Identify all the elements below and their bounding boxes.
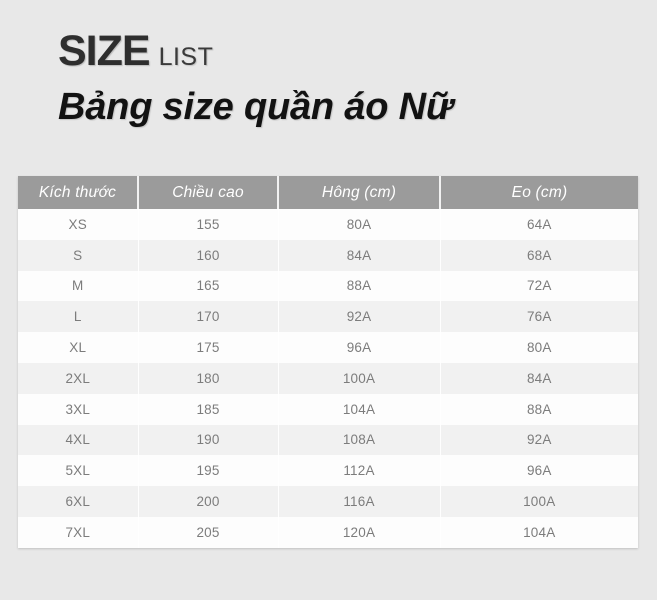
table-row: M 165 88A 72A bbox=[18, 270, 638, 302]
cell-waist: 92A bbox=[440, 424, 638, 456]
cell-height: 180 bbox=[138, 362, 279, 394]
column-header-size: Kích thước bbox=[18, 176, 139, 209]
cell-height: 190 bbox=[138, 424, 279, 456]
cell-size: 6XL bbox=[18, 486, 139, 517]
cell-hip: 88A bbox=[278, 270, 441, 302]
cell-height: 160 bbox=[138, 239, 279, 271]
cell-waist: 104A bbox=[440, 516, 638, 548]
size-table-container: Kích thước Chiều cao Hông (cm) Eo (cm) X… bbox=[18, 176, 638, 548]
eyebrow-heading: SIZE LIST bbox=[58, 30, 453, 73]
table-header: Kích thước Chiều cao Hông (cm) Eo (cm) bbox=[18, 176, 638, 209]
cell-height: 200 bbox=[138, 486, 279, 517]
column-header-waist: Eo (cm) bbox=[440, 176, 638, 209]
cell-height: 185 bbox=[138, 393, 279, 425]
table-header-row: Kích thước Chiều cao Hông (cm) Eo (cm) bbox=[18, 176, 638, 209]
cell-waist: 68A bbox=[440, 239, 638, 271]
table-row: 2XL 180 100A 84A bbox=[18, 362, 638, 394]
table-row: XS 155 80A 64A bbox=[18, 209, 638, 240]
cell-hip: 80A bbox=[278, 209, 441, 240]
cell-size: S bbox=[18, 239, 139, 271]
cell-waist: 72A bbox=[440, 270, 638, 302]
cell-size: XL bbox=[18, 332, 139, 363]
cell-height: 165 bbox=[138, 270, 279, 302]
cell-waist: 84A bbox=[440, 362, 638, 394]
cell-size: 3XL bbox=[18, 393, 139, 425]
cell-waist: 64A bbox=[440, 209, 638, 240]
cell-hip: 120A bbox=[278, 516, 441, 548]
cell-hip: 92A bbox=[278, 301, 441, 333]
table-row: S 160 84A 68A bbox=[18, 239, 638, 271]
table-row: 5XL 195 112A 96A bbox=[18, 455, 638, 487]
heading-block: SIZE LIST Bảng size quần áo Nữ bbox=[58, 30, 453, 129]
size-chart-table: Kích thước Chiều cao Hông (cm) Eo (cm) X… bbox=[18, 176, 638, 548]
cell-waist: 76A bbox=[440, 301, 638, 333]
table-row: 7XL 205 120A 104A bbox=[18, 516, 638, 548]
cell-size: 4XL bbox=[18, 424, 139, 456]
column-header-height: Chiều cao bbox=[138, 176, 279, 209]
cell-height: 155 bbox=[138, 209, 279, 240]
eyebrow-size-word: SIZE bbox=[58, 27, 151, 75]
eyebrow-list-word: LIST bbox=[158, 43, 214, 71]
table-row: 4XL 190 108A 92A bbox=[18, 424, 638, 456]
cell-size: L bbox=[18, 301, 139, 333]
cell-size: XS bbox=[18, 209, 139, 240]
cell-height: 195 bbox=[138, 455, 279, 487]
cell-size: 5XL bbox=[18, 455, 139, 487]
cell-hip: 104A bbox=[278, 393, 441, 425]
table-row: L 170 92A 76A bbox=[18, 301, 638, 333]
cell-waist: 80A bbox=[440, 332, 638, 363]
cell-size: M bbox=[18, 270, 139, 302]
table-row: 6XL 200 116A 100A bbox=[18, 486, 638, 517]
cell-size: 7XL bbox=[18, 516, 139, 548]
cell-waist: 96A bbox=[440, 455, 638, 487]
cell-hip: 116A bbox=[278, 486, 441, 517]
cell-height: 170 bbox=[138, 301, 279, 333]
cell-hip: 96A bbox=[278, 332, 441, 363]
table-row: XL 175 96A 80A bbox=[18, 332, 638, 363]
column-header-hip: Hông (cm) bbox=[278, 176, 441, 209]
cell-hip: 100A bbox=[278, 362, 441, 394]
cell-hip: 84A bbox=[278, 239, 441, 271]
cell-size: 2XL bbox=[18, 362, 139, 394]
cell-height: 175 bbox=[138, 332, 279, 363]
cell-hip: 108A bbox=[278, 424, 441, 456]
table-body: XS 155 80A 64A S 160 84A 68A M 165 88A 7… bbox=[18, 209, 638, 548]
table-row: 3XL 185 104A 88A bbox=[18, 393, 638, 425]
cell-height: 205 bbox=[138, 516, 279, 548]
page-title: Bảng size quần áo Nữ bbox=[58, 86, 453, 128]
cell-waist: 88A bbox=[440, 393, 638, 425]
cell-hip: 112A bbox=[278, 455, 441, 487]
cell-waist: 100A bbox=[440, 486, 638, 517]
